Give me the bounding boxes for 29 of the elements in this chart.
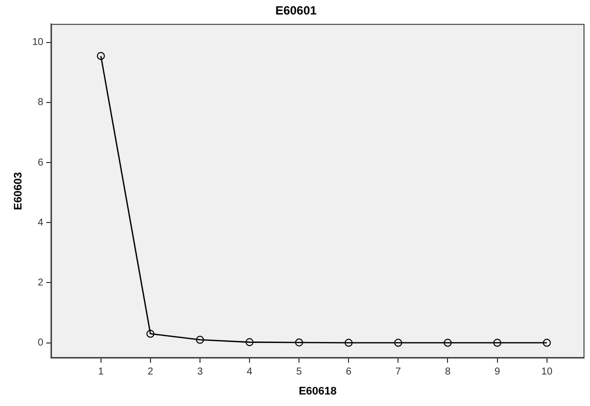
point <box>246 338 254 346</box>
x-tick-label: 7 <box>395 366 402 378</box>
y-tick-label: 4 <box>38 217 44 228</box>
point <box>146 330 154 338</box>
y-tick-label: 2 <box>38 277 44 288</box>
y-tick-label: 0 <box>38 338 44 349</box>
point <box>344 338 353 347</box>
x-tick-label: 3 <box>197 366 204 378</box>
point <box>394 338 402 347</box>
point <box>196 336 204 344</box>
y-tick-label: 8 <box>38 97 44 108</box>
point <box>493 338 502 347</box>
chart-title: E60601 <box>275 4 318 18</box>
point <box>444 338 452 347</box>
point <box>96 52 105 60</box>
y-tick-label: 10 <box>32 37 44 48</box>
y-tick-label: 6 <box>38 157 44 168</box>
x-tick-label: 5 <box>296 366 302 378</box>
x-tick-label: 2 <box>148 366 154 378</box>
y-axis-title: E60603 <box>12 172 25 210</box>
point <box>542 338 551 347</box>
x-tick-label: 4 <box>246 366 253 378</box>
point <box>295 338 304 346</box>
x-tick-label: 6 <box>346 366 352 378</box>
x-tick-label: 10 <box>541 366 553 378</box>
x-axis-title: E60618 <box>298 385 337 398</box>
x-tick-label: 9 <box>494 366 501 378</box>
x-tick-label: 1 <box>98 366 104 378</box>
x-tick-label: 8 <box>444 366 451 378</box>
